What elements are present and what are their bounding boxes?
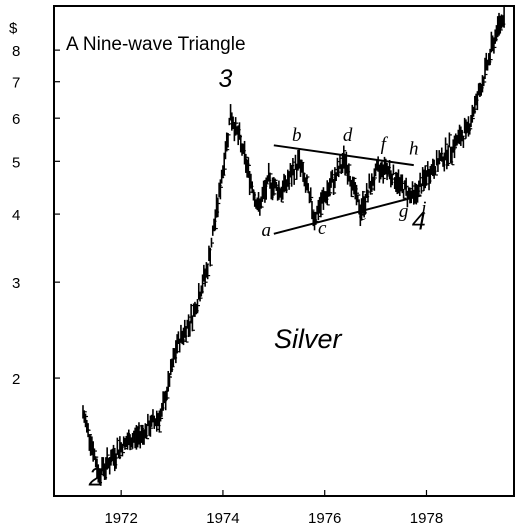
triangle-trendlines	[273, 144, 422, 235]
x-tick-label: 1974	[206, 510, 239, 527]
wave-letter-label: b	[292, 125, 302, 146]
series-name-label: Silver	[274, 324, 343, 354]
wave-letter-label: a	[261, 220, 271, 241]
y-tick-label: 7	[12, 75, 20, 92]
wave-letter-label: e	[359, 204, 367, 225]
y-unit-label: $	[9, 20, 18, 37]
wave-annotations: 2 3 4 a b c d e f g h i	[88, 65, 427, 492]
y-tick-label: 2	[12, 371, 20, 388]
y-axis: 2 3 4 5 6 7 8	[12, 43, 60, 388]
wave-letter-label: h	[409, 138, 419, 159]
chart-title: A Nine-wave Triangle	[66, 34, 246, 55]
y-tick-label: 6	[12, 111, 20, 128]
price-bars	[82, 4, 507, 486]
x-tick-label: 1972	[104, 510, 137, 527]
wave-letter-label: f	[381, 134, 389, 155]
y-tick-label: 4	[12, 207, 20, 224]
lower-trendline	[273, 194, 422, 235]
x-axis: 1972 1974 1976 1978	[104, 490, 443, 527]
wave-letter-label: d	[343, 125, 353, 146]
upper-trendline	[273, 144, 414, 167]
x-tick-label: 1978	[410, 510, 443, 527]
wave-number-label: 3	[219, 65, 233, 93]
wave-number-label: 4	[412, 207, 426, 235]
x-tick-label: 1976	[308, 510, 341, 527]
wave-letter-label: i	[421, 198, 426, 219]
plot-frame	[53, 5, 515, 497]
y-tick-label: 8	[12, 43, 20, 60]
wave-number-label: 2	[88, 463, 103, 491]
y-tick-label: 3	[12, 275, 20, 292]
wave-letter-label: g	[399, 201, 409, 222]
y-tick-label: 5	[12, 154, 20, 171]
wave-letter-label: c	[318, 218, 327, 239]
